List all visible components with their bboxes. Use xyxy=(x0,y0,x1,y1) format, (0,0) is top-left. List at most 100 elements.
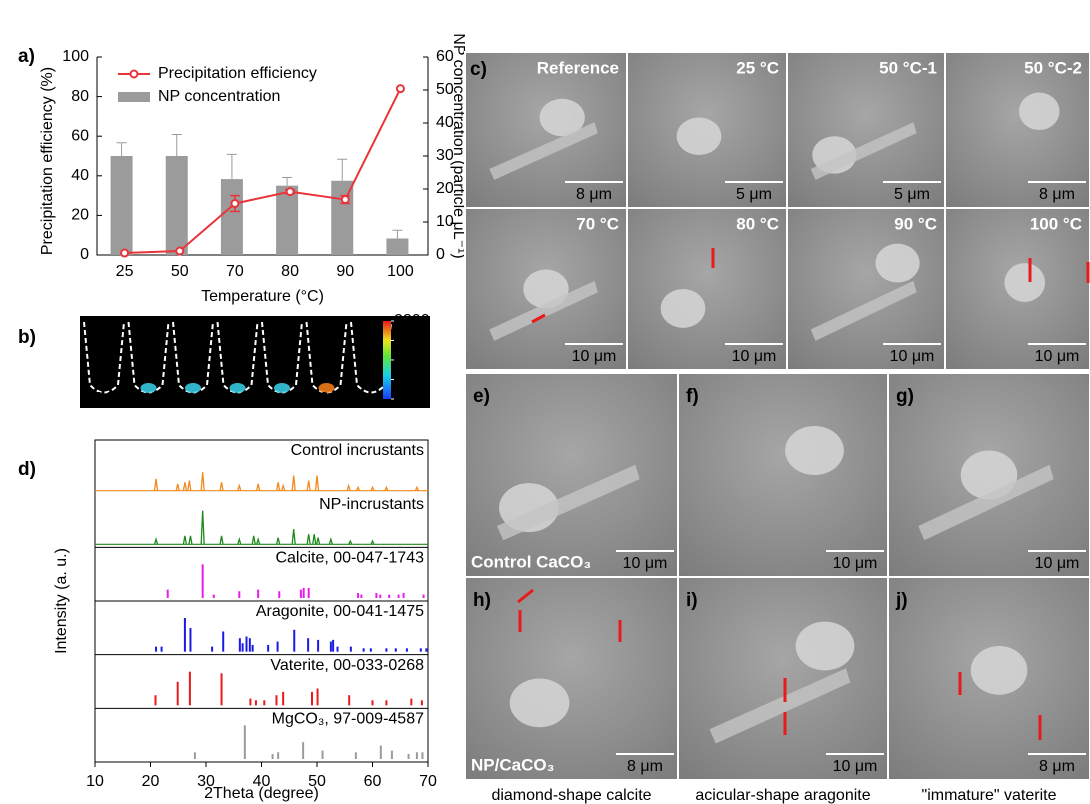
colorbar-tick-label: 2200 xyxy=(394,312,430,329)
peak xyxy=(201,472,204,491)
panel-label: a) xyxy=(18,46,35,67)
panel-title: 50 °C-1 xyxy=(879,58,937,77)
panel-label: c) xyxy=(470,59,487,80)
sem-image xyxy=(678,373,888,577)
peak xyxy=(220,536,223,544)
peak xyxy=(183,482,186,490)
panel-title: 100 °C xyxy=(1030,214,1082,233)
tube-label: 100 °C xyxy=(302,390,352,407)
error-bar xyxy=(337,159,347,180)
panel-title: 80 °C xyxy=(736,214,779,233)
y-tick-label: 60 xyxy=(71,127,89,144)
crystal xyxy=(785,426,844,475)
caption: "immature" vaterite xyxy=(922,787,1057,804)
peak xyxy=(317,538,320,545)
peak xyxy=(201,511,204,545)
scale-label: 10 μm xyxy=(623,555,668,572)
scale-label: 8 μm xyxy=(576,186,612,203)
marker xyxy=(287,188,294,195)
colorbar-tick-label: 250 xyxy=(394,390,421,407)
series-label: NP-incrustants xyxy=(319,496,424,513)
panel-title: Control CaCO₃ xyxy=(471,552,591,571)
sem-image xyxy=(678,577,888,780)
series-label: Vaterite, 00-033-0268 xyxy=(270,657,424,674)
series-label: Aragonite, 00-041-1475 xyxy=(256,603,424,620)
x-tick-label: 90 xyxy=(336,263,354,280)
series-label: Calcite, 00-047-1743 xyxy=(275,550,424,567)
peak xyxy=(257,539,260,544)
x-tick-label: 25 xyxy=(116,263,134,280)
scale-label: 10 μm xyxy=(890,348,935,365)
error-bar xyxy=(392,230,402,238)
series-label: MgCO₃, 97-009-4587 xyxy=(272,711,424,728)
caption: acicular-shape aragonite xyxy=(695,787,870,804)
panel-label: g) xyxy=(896,386,914,407)
panel-label: e) xyxy=(473,386,490,407)
x-axis-label: Temperature (°C) xyxy=(201,288,324,305)
panel-title: Reference xyxy=(537,58,619,77)
peak xyxy=(316,476,319,491)
y-tick-label: 0 xyxy=(80,246,89,263)
scale-label: 8 μm xyxy=(1039,758,1075,775)
peak xyxy=(176,484,179,491)
x-axis-label: 2Theta (degree) xyxy=(204,785,319,802)
marker xyxy=(397,85,404,92)
peak xyxy=(238,486,241,491)
colorbar-tick-label: 1226 xyxy=(394,351,430,368)
panel-title: 25 °C xyxy=(736,58,779,77)
colorbar-tick-label: 738 xyxy=(394,371,421,388)
panel-title: NP/CaCO₃ xyxy=(471,755,554,774)
axes xyxy=(97,57,428,255)
y-axis-label: Intensity (a. u.) xyxy=(53,548,70,654)
scale-label: 10 μm xyxy=(1035,555,1080,572)
bar xyxy=(386,239,408,256)
scale-label: 10 μm xyxy=(1035,348,1080,365)
caption: diamond-shape calcite xyxy=(491,787,651,804)
y-tick-label: 20 xyxy=(71,207,89,224)
scale-label: 10 μm xyxy=(833,555,878,572)
scale-label: 5 μm xyxy=(894,186,930,203)
tube-label: 70 °C xyxy=(173,390,214,407)
y-tick-label: 80 xyxy=(71,88,89,105)
series-label: Control incrustants xyxy=(291,442,424,459)
error-bar xyxy=(282,177,292,185)
x-tick-label: 70 xyxy=(419,773,437,790)
marker xyxy=(342,196,349,203)
scale-label: 8 μm xyxy=(1039,186,1075,203)
legend-marker xyxy=(131,71,138,78)
y-axis-label: Precipitation efficiency (%) xyxy=(39,67,56,255)
scale-label: 10 μm xyxy=(572,348,617,365)
x-tick-label: 50 xyxy=(171,263,189,280)
marker xyxy=(231,200,238,207)
crystal xyxy=(796,622,855,671)
x-tick-label: 20 xyxy=(142,773,160,790)
sem-image xyxy=(465,373,678,577)
scale-label: 10 μm xyxy=(833,758,878,775)
legend-label: NP concentration xyxy=(158,88,280,105)
peak xyxy=(155,539,158,544)
y-tick-label: 40 xyxy=(71,167,89,184)
peak xyxy=(292,529,295,544)
x-tick-label: 10 xyxy=(86,773,104,790)
error-bar xyxy=(172,135,182,156)
scale-label: 8 μm xyxy=(627,758,663,775)
peak xyxy=(220,482,223,490)
bar xyxy=(166,156,188,255)
peak xyxy=(347,486,350,491)
y-tick-label: 100 xyxy=(62,48,89,65)
tube-label: 25 °C xyxy=(84,390,125,407)
scale-label: 10 μm xyxy=(732,348,777,365)
panel-label: h) xyxy=(473,590,491,611)
colorbar-tick-label: 1714 xyxy=(394,332,430,349)
peak xyxy=(329,539,332,544)
legend-swatch xyxy=(118,92,150,102)
bar xyxy=(276,186,298,255)
figure: a)02040608010001020304050602550708090100… xyxy=(0,0,1090,804)
peak xyxy=(188,481,191,491)
x-tick-label: 70 xyxy=(226,263,244,280)
bar xyxy=(221,179,243,255)
peak xyxy=(252,536,255,544)
tube-label: 50 °C xyxy=(128,390,169,407)
peak xyxy=(183,536,186,544)
peak xyxy=(189,536,192,544)
